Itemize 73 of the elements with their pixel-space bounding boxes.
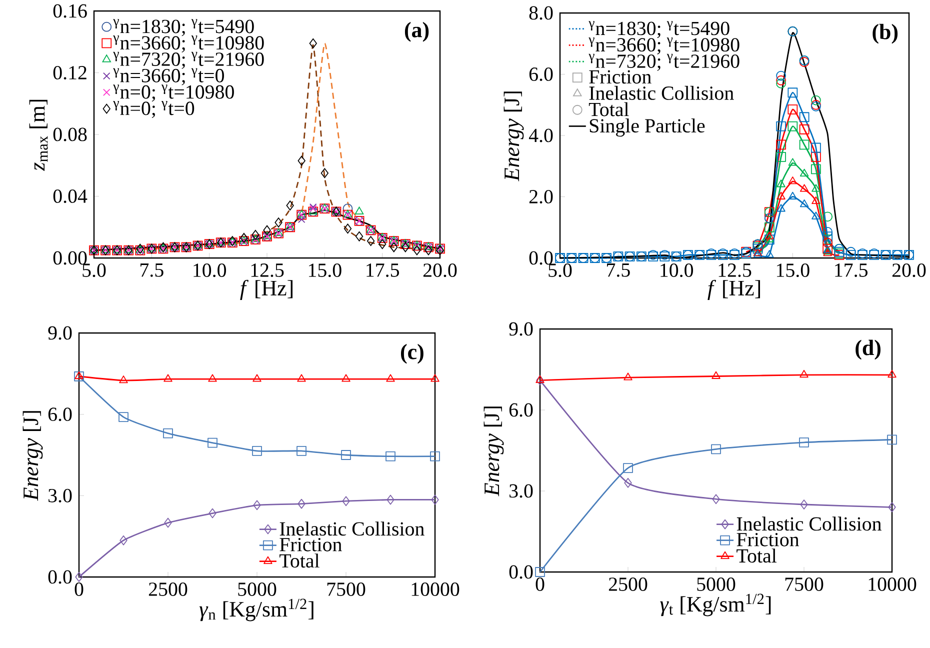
y-tick-label: 0.16 [53,4,87,18]
y-tick-label: 3.0 [48,488,72,502]
legend-label: Friction [736,532,800,546]
legend-label: Total [280,554,320,568]
x-tick-label: 15.0 [308,264,342,278]
y-tick-label: 2.0 [529,190,553,204]
y-tick-label: 0.00 [53,251,87,265]
legend-label: $^{γ}$n=3660; $^{γ}$t=0 [113,68,224,86]
y-tick-label: 6.0 [48,408,72,422]
x-tick-label: 10.0 [660,264,694,278]
x-axis-title: f [Hz] [240,280,292,300]
y-axis-title: Energy [J] [22,411,43,501]
legend-label: Inelastic Collision [736,516,882,531]
y-tick-label: 4.0 [528,128,553,142]
x-tick-label: 10000 [412,582,460,596]
x-tick-label: 7500 [785,578,824,591]
x-tick-label: 20.0 [423,264,457,278]
x-tick-label: 0 [536,578,544,591]
legend-label: $^{γ}$n=0; $^{γ}$t=10980 [113,84,234,102]
annotation: (c) [401,344,424,364]
y-tick-label: 3.0 [510,484,533,498]
x-axis-title: γ$_{n}$ [Kg/sm$^{1/2}$] [199,598,314,622]
y-tick-label: 0.04 [53,189,88,204]
x-axis-title: f [Hz] [708,280,760,300]
y-axis-title: Energy [J] [504,92,524,182]
y-tick-label: 6.0 [509,403,533,417]
y-tick-label: 0.0 [529,251,553,265]
legend-label: Friction [280,538,342,552]
annotation: (a) [404,22,429,42]
legend-label: Single Particle [590,118,705,137]
x-tick-label: 5.0 [82,264,106,278]
legend-label: Friction [589,70,652,84]
x-tick-label: 17.5 [366,264,399,277]
x-tick-label: 12.5 [718,264,752,277]
x-tick-label: 0 [74,582,84,596]
x-tick-label: 17.5 [835,264,868,277]
x-tick-label: 20.0 [892,264,926,278]
legend-label: $^{γ}$n=3660; $^{γ}$t=10980 [113,36,264,52]
legend-label: $^{γ}$n=1830; $^{γ}$t=5490 [588,21,730,38]
legend-label: $^{γ}$n=7320; $^{γ}$t=21960 [588,54,740,71]
annotation: (d) [856,340,880,360]
y-tick-label: 0.0 [48,570,72,584]
annotation: (b) [872,24,898,44]
legend-label: Inelastic Collision [589,86,734,100]
x-tick-label: 7500 [327,582,366,596]
y-tick-label: 0.08 [53,128,87,142]
y-axis-title: z$_{max}$ [m] [29,100,48,172]
legend-label: $^{γ}$n=3660; $^{γ}$t=10980 [588,37,740,54]
y-tick-label: 9.0 [48,326,72,340]
x-tick-label: 5000 [697,578,736,591]
x-tick-label: 5000 [238,582,276,596]
y-tick-label: 8.0 [529,6,553,20]
legend-label: $^{γ}$n=1830; $^{γ}$t=5490 [113,19,254,36]
legend-label: Inelastic Collision [280,522,424,536]
x-tick-label: 15.0 [776,264,810,278]
x-tick-label: 2500 [148,582,188,596]
x-axis-title: γ$_{t}$ [Kg/sm$^{1/2}$] [660,594,771,616]
x-tick-label: 5.0 [548,264,572,278]
y-tick-label: 0.0 [509,565,533,579]
x-tick-label: 12.5 [251,264,284,277]
x-tick-label: 10.0 [194,264,226,278]
legend-label: $^{γ}$n=7320; $^{γ}$t=21960 [113,52,264,69]
x-tick-label: 2500 [608,578,648,591]
legend-label: Total [736,548,777,563]
y-tick-label: 6.0 [529,67,553,82]
x-tick-label: 10000 [868,578,916,591]
y-axis-title: Energy [J] [484,406,504,496]
legend-label: Total [588,102,629,116]
y-tick-label: 9.0 [509,322,533,336]
legend-label: $^{γ}$n=0; $^{γ}$t=0 [113,101,194,118]
x-tick-label: 7.5 [140,264,164,277]
y-tick-label: 0.12 [53,66,86,80]
x-tick-label: 7.5 [607,264,630,277]
